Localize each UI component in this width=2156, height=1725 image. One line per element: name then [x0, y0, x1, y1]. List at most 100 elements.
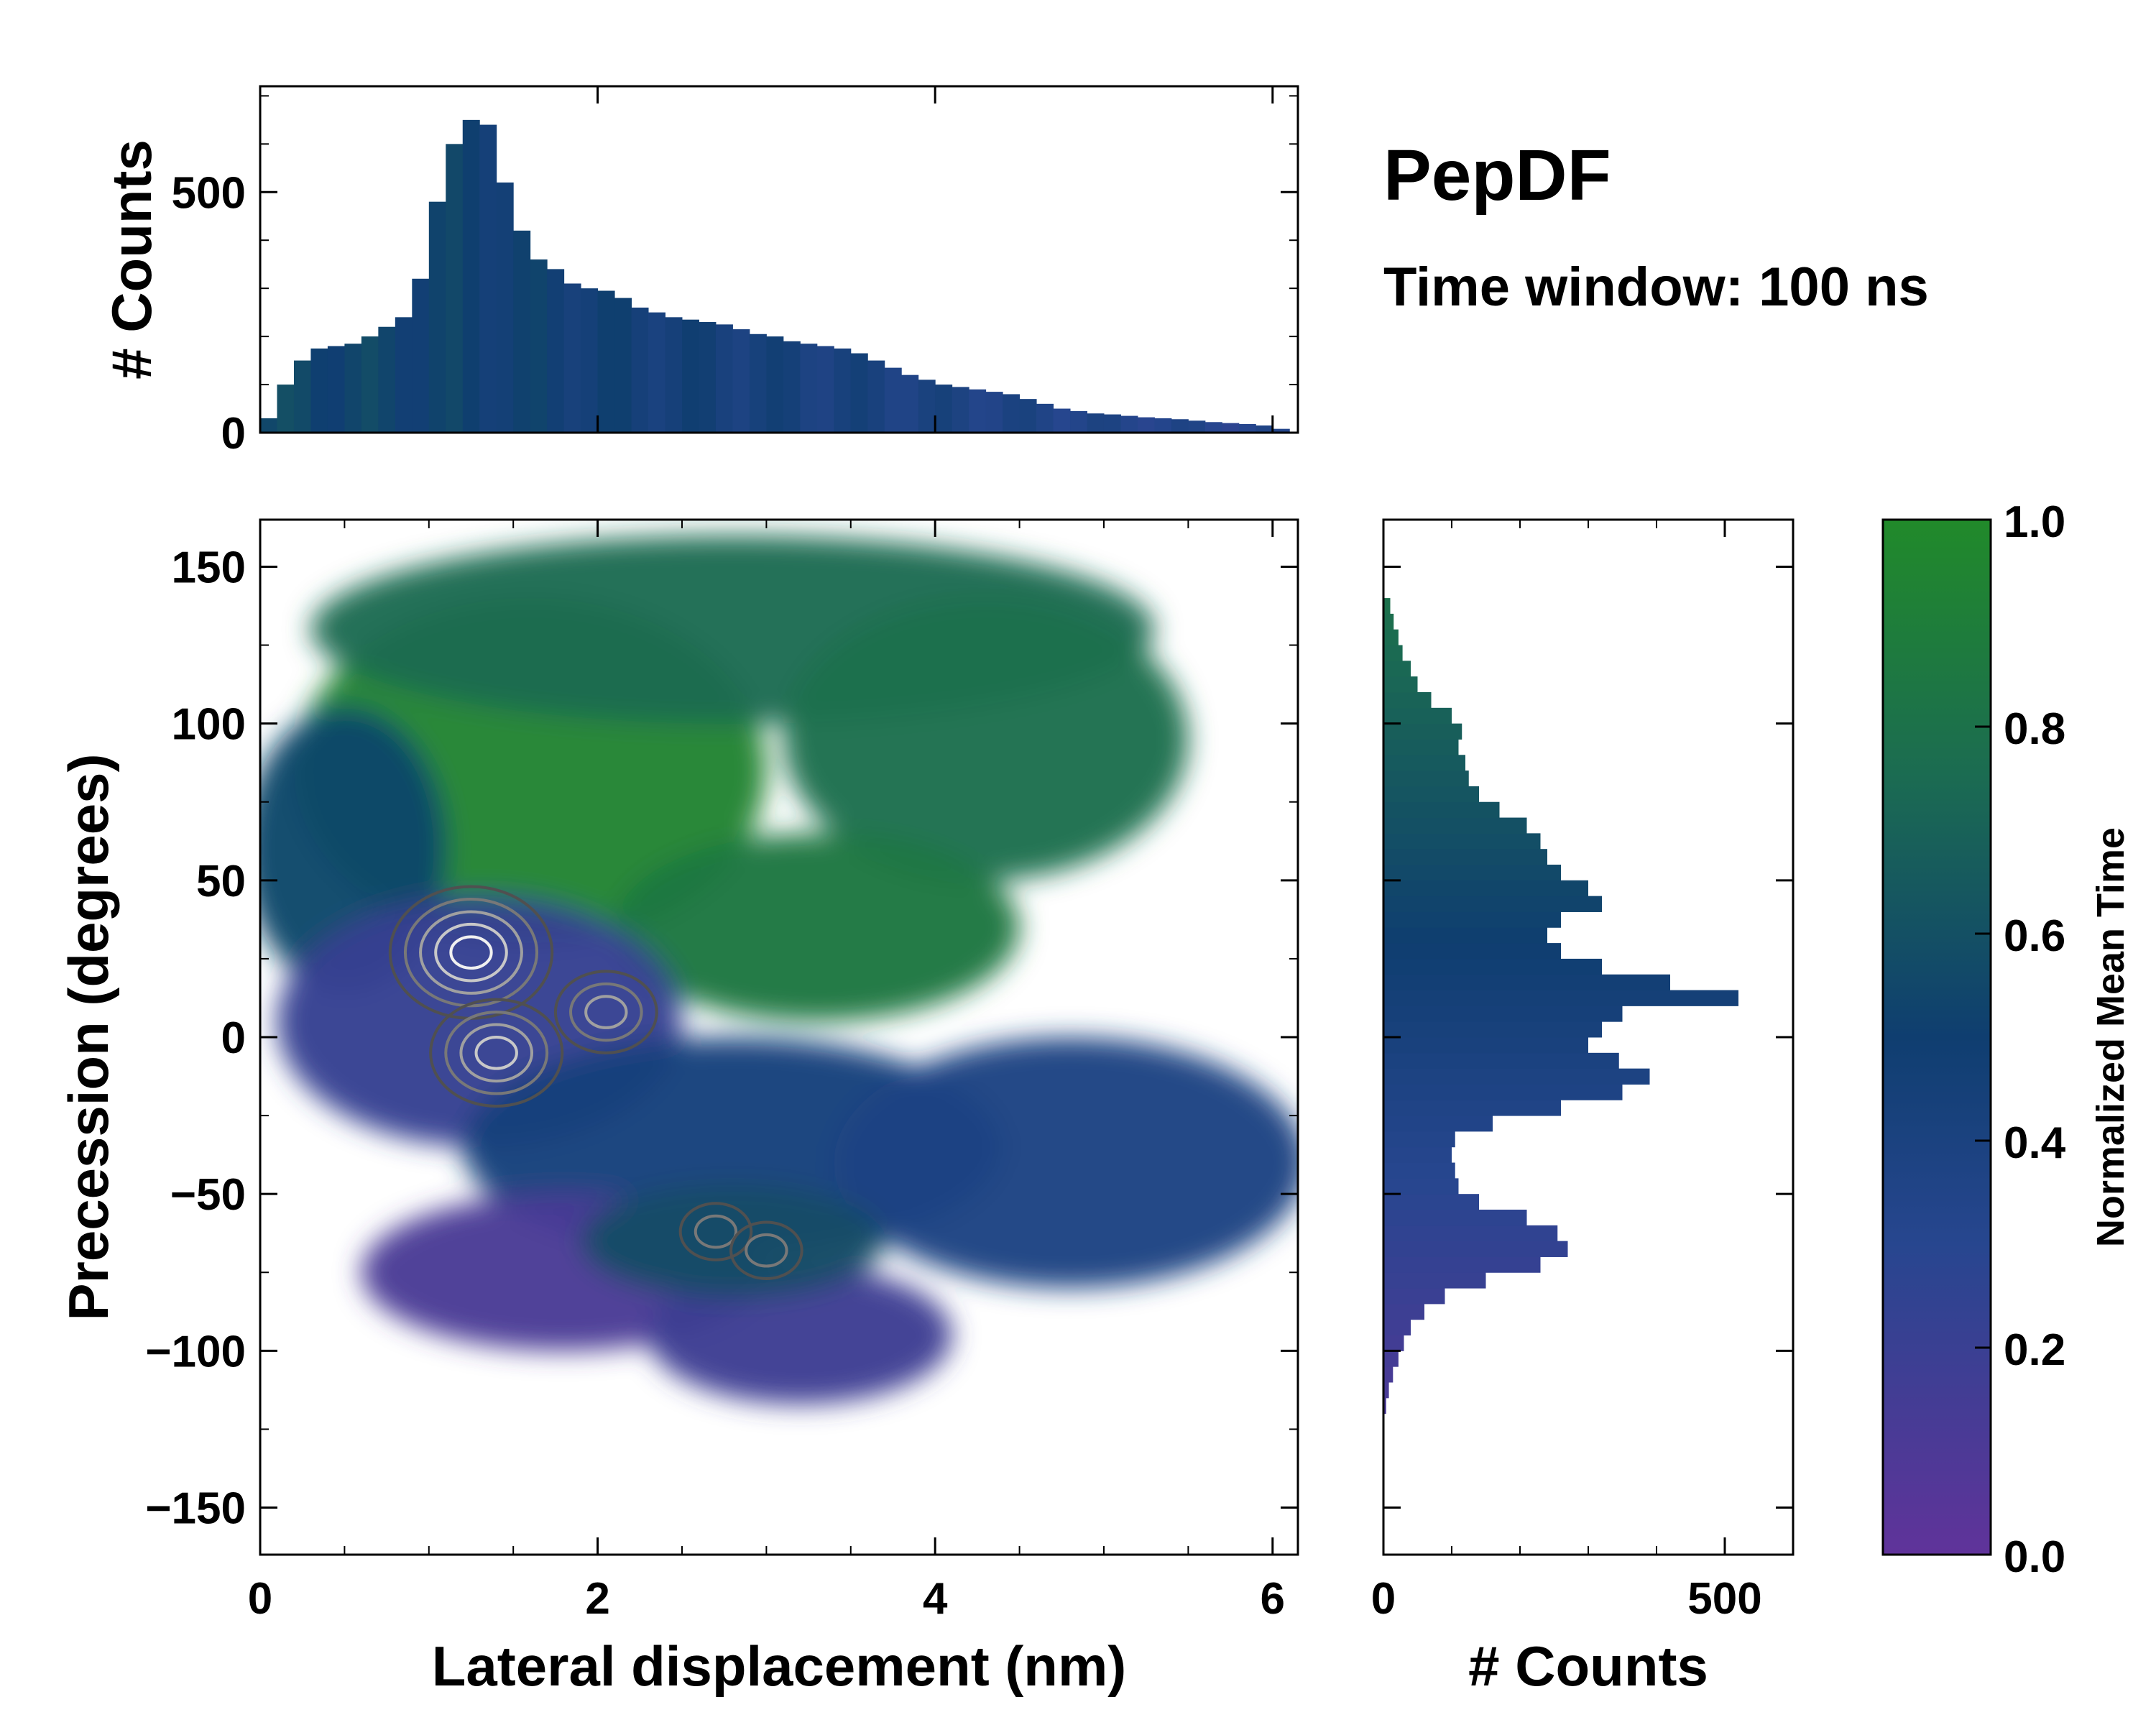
- right-histogram-bar: [1383, 613, 1394, 630]
- density-contour-peak-3-level-1: [678, 1202, 753, 1261]
- top-histogram-bar: [867, 360, 885, 433]
- right-histogram-bar: [1383, 692, 1432, 709]
- top-histogram-bar: [412, 278, 430, 433]
- right-histogram-bar: [1383, 801, 1500, 819]
- top-histogram-bar: [749, 334, 767, 433]
- right-histogram-bar: [1383, 943, 1561, 960]
- top-histogram-bar: [969, 389, 987, 433]
- right-histogram-bar: [1383, 1131, 1455, 1148]
- colorbar-label: Normalized Mean Time: [2089, 827, 2132, 1247]
- top-histogram-bar: [1103, 414, 1121, 433]
- top-histogram-bar: [462, 119, 480, 433]
- right-histogram: 0 500 # Counts: [1371, 518, 1795, 1698]
- density-contour-peak-4-level-1: [729, 1220, 803, 1281]
- top-histogram-bar: [1222, 423, 1240, 433]
- right-histogram-bar: [1383, 676, 1418, 693]
- main-ytick-label: 100: [172, 700, 246, 750]
- main-ytick-label: 50: [196, 857, 246, 906]
- right-histogram-bar: [1383, 1382, 1389, 1399]
- top-histogram-bar: [428, 201, 446, 433]
- density-contour-peak-0-level-3: [419, 910, 523, 995]
- top-histogram-bar: [715, 324, 733, 433]
- main-ytick-label: 150: [172, 543, 246, 592]
- main-heatmap: 0 2 4 6 150 100 50 0 −50 −100 −150 Lateral displac…: [57, 518, 1299, 1698]
- right-xtick-label: 0: [1371, 1574, 1396, 1624]
- top-histogram-bar: [1188, 420, 1206, 433]
- heatmap-region-mid-green: [614, 833, 1020, 1022]
- right-histogram-bar: [1383, 1335, 1404, 1351]
- right-histogram-bar: [1383, 629, 1399, 646]
- right-histogram-bar: [1383, 1210, 1527, 1226]
- right-histogram-bar: [1383, 817, 1527, 834]
- right-histogram-bar: [1383, 1241, 1568, 1257]
- heatmap-region-right-band-blue: [834, 1037, 1298, 1289]
- main-ytick-label: 0: [221, 1013, 246, 1063]
- colorbar-tick-label: 0.2: [2004, 1325, 2065, 1375]
- main-xtick-label: 2: [585, 1574, 609, 1624]
- top-histogram-bar: [327, 346, 345, 433]
- right-histogram-bar: [1383, 927, 1547, 944]
- top-histogram-bar: [563, 283, 581, 433]
- top-histogram-bar: [581, 288, 599, 433]
- chart-subtitle: Time window: 100 ns: [1383, 257, 1929, 318]
- right-histogram-bar: [1383, 833, 1541, 850]
- right-histogram-bar: [1383, 1351, 1399, 1367]
- top-histogram-bar: [952, 387, 969, 433]
- chart-title: PepDF: [1383, 135, 1611, 216]
- top-histogram-bar: [1256, 425, 1273, 433]
- top-histogram-bar: [344, 344, 362, 433]
- right-histogram-bar: [1383, 990, 1738, 1006]
- density-contour-peak-2-level-3: [584, 995, 628, 1029]
- top-histogram-ylabel: # Counts: [100, 139, 163, 380]
- top-histogram-bar: [496, 182, 514, 433]
- main-ytick-label: −50: [170, 1170, 246, 1220]
- top-histogram-bar: [395, 317, 413, 433]
- top-histogram-bar: [1272, 428, 1290, 433]
- density-contour-peak-0-level-2: [403, 898, 539, 1008]
- right-histogram-xlabel: # Counts: [1468, 1634, 1708, 1698]
- top-histogram-bar: [277, 385, 295, 433]
- top-histogram-bar: [1036, 403, 1054, 433]
- top-histogram-bar: [479, 124, 497, 433]
- top-histogram-bar: [665, 317, 683, 433]
- top-histogram-bar: [293, 360, 311, 433]
- top-histogram-bar: [614, 298, 632, 433]
- top-histogram-bar: [260, 418, 277, 433]
- right-histogram-bar: [1383, 1100, 1561, 1116]
- right-histogram-bar: [1383, 1256, 1541, 1273]
- top-histogram-bar: [361, 336, 379, 433]
- top-histogram-bar: [1154, 418, 1172, 433]
- density-contour-peak-0-level-4: [434, 922, 508, 983]
- right-histogram-bar: [1383, 598, 1391, 615]
- top-histogram-bar: [816, 346, 834, 433]
- right-histogram-bar: [1383, 1162, 1455, 1179]
- top-histogram-bar: [884, 367, 902, 433]
- top-histogram-bar: [935, 385, 953, 433]
- top-histogram-bar: [732, 329, 750, 433]
- top-histogram-bar: [597, 290, 615, 433]
- right-histogram-bar: [1383, 1116, 1493, 1132]
- right-histogram-bar: [1383, 1397, 1386, 1414]
- top-histogram-bar: [1070, 410, 1088, 433]
- main-xtick-label: 6: [1261, 1574, 1285, 1624]
- main-ytick-label: −150: [145, 1484, 246, 1534]
- top-histogram-bar: [378, 326, 396, 433]
- right-histogram-bar: [1383, 1366, 1393, 1383]
- right-histogram-bar: [1383, 974, 1670, 991]
- top-histogram-bar: [1137, 417, 1155, 433]
- colorbar-tick-label: 0.0: [2004, 1532, 2065, 1582]
- right-histogram-bar: [1383, 1068, 1650, 1085]
- top-histogram-frame: [259, 85, 1299, 434]
- top-histogram-bar: [1171, 419, 1189, 433]
- density-contour-peak-2-level-2: [569, 982, 643, 1042]
- top-histogram-bar: [547, 269, 565, 433]
- top-histogram-bar: [800, 344, 818, 433]
- right-histogram-bar: [1383, 958, 1602, 975]
- top-histogram-bar: [530, 259, 548, 433]
- top-histogram-bar: [901, 374, 919, 433]
- top-histogram-bar: [699, 322, 717, 433]
- density-contour-peak-0-level-5: [449, 935, 493, 970]
- right-histogram-bar: [1383, 1006, 1623, 1022]
- right-histogram-bar: [1383, 645, 1403, 661]
- density-contour-peak-2-level-1: [553, 970, 658, 1054]
